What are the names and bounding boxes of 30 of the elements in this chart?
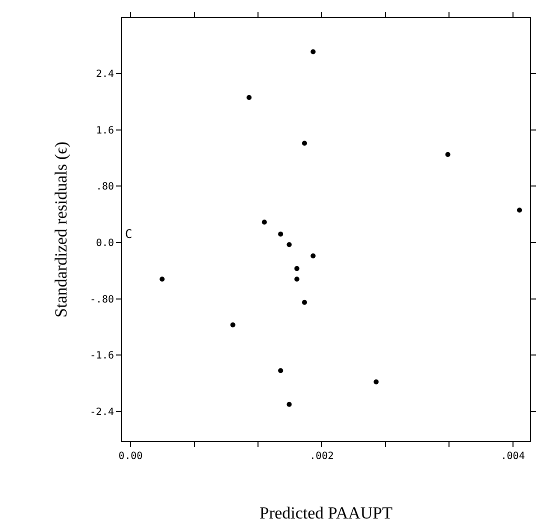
y-axis-title: Standardized residuals (ϵ) [51,142,70,318]
y-tick-label: -.80 [90,294,114,306]
point [374,379,379,384]
y-tick-label: -1.6 [90,350,114,362]
point [230,322,236,328]
point [262,220,267,225]
point [294,276,300,282]
point [302,140,307,146]
point [445,152,450,158]
y-tick-label: 0.0 [96,238,114,250]
point [278,232,284,237]
x-axis-title: Predicted PAAUPT [259,503,394,522]
y-tick-label: 2.4 [96,69,114,80]
point [286,242,292,248]
point [310,49,316,54]
point [310,253,316,258]
point [294,266,300,272]
point [286,402,292,407]
x-tick-label: .004 [500,451,525,462]
y-tick-label: 1.6 [96,125,114,136]
annotation: C [125,227,132,241]
point [302,300,307,305]
point [246,95,252,100]
y-tick-label: -2.4 [90,406,114,418]
x-tick-label: 0.00 [118,451,143,462]
x-tick-label: .002 [310,451,334,462]
y-tick-label: .80 [96,182,114,193]
point [278,368,284,374]
point [516,208,522,213]
point [160,276,165,282]
